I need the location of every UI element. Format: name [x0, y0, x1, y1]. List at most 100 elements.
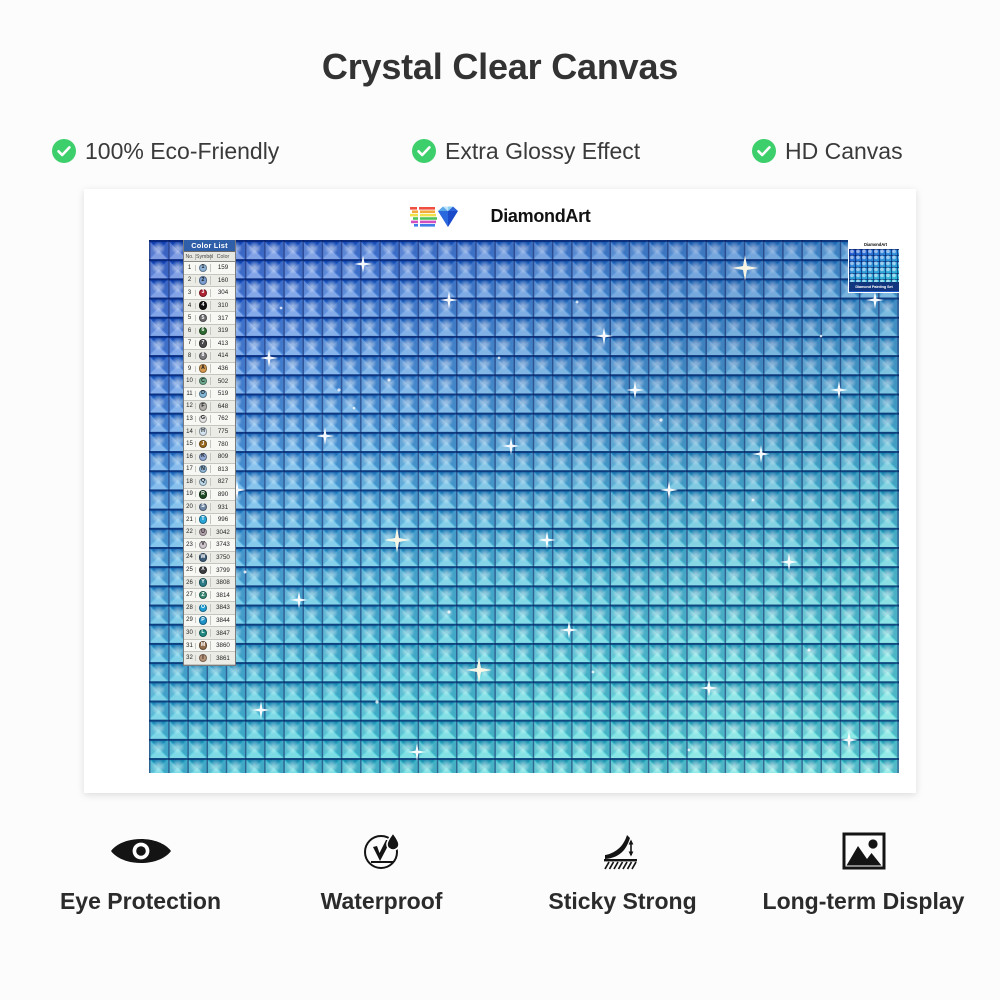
- bullet-glossy-effect: Extra Glossy Effect: [412, 138, 752, 165]
- color-row-symbol: F: [196, 402, 211, 411]
- feature-label: Waterproof: [320, 888, 443, 914]
- bullet-label: Extra Glossy Effect: [445, 137, 641, 164]
- check-circle-icon: [752, 139, 776, 163]
- color-row-number: 15: [184, 441, 196, 448]
- color-row-number: 9: [184, 365, 196, 372]
- check-circle-icon: [52, 139, 76, 163]
- color-row-code: 502: [217, 377, 229, 385]
- color-row-number: 16: [184, 453, 196, 460]
- product-canvas-card: DiamondArt: [84, 189, 916, 793]
- color-list-title: Color List: [184, 240, 235, 252]
- color-list-header: No. Symbol Color: [184, 252, 235, 262]
- color-row-symbol: 3: [196, 288, 211, 298]
- color-list-row: 21 T 996: [184, 513, 235, 527]
- color-row-number: 28: [184, 604, 196, 611]
- color-list-row: 8 8 414: [184, 350, 235, 363]
- color-row-number: 31: [184, 642, 196, 649]
- image-icon: [841, 828, 887, 874]
- color-list-row: 20 S 931: [184, 501, 235, 514]
- color-row-number: 3: [184, 289, 196, 296]
- color-row-symbol: U: [196, 528, 211, 537]
- color-row-symbol: 1: [196, 263, 211, 272]
- color-row-symbol: O: [196, 603, 211, 613]
- color-list-row: 19 R 890: [184, 488, 235, 502]
- color-row-code: 413: [217, 339, 229, 347]
- color-list-row: 11 D 519: [184, 387, 235, 401]
- color-row-code: 3861: [216, 654, 230, 662]
- color-row-number: 23: [184, 541, 196, 548]
- color-row-number: 12: [184, 403, 196, 410]
- feature-icons-row: Eye Protection Waterproof: [20, 828, 984, 938]
- column-header-symbol: Symbol: [196, 253, 214, 260]
- color-row-code: 3808: [216, 579, 230, 587]
- feature-label: Long-term Display: [762, 888, 965, 914]
- color-row-code: 3750: [216, 553, 230, 561]
- color-list-row: 7 7 413: [184, 337, 235, 351]
- eye-icon: [109, 828, 173, 874]
- check-circle-icon: [412, 139, 436, 163]
- color-row-number: 18: [184, 478, 196, 485]
- color-row-number: 7: [184, 340, 196, 347]
- color-row-code: 996: [217, 516, 229, 524]
- color-row-symbol: T: [196, 515, 211, 524]
- color-row-symbol: R: [196, 490, 211, 499]
- color-list-row: 13 G 762: [184, 413, 235, 426]
- diamond-logo-icon: [409, 203, 484, 229]
- color-row-code: 414: [217, 352, 229, 360]
- feature-long-term-display: Long-term Display: [743, 828, 984, 915]
- color-row-code: 319: [217, 327, 229, 335]
- color-row-symbol: V: [196, 540, 211, 550]
- color-row-number: 26: [184, 579, 196, 586]
- package-thumbnail: DiamondArt Diamond Painting Set: [848, 240, 899, 293]
- color-row-symbol: Q: [196, 477, 211, 487]
- color-row-number: 25: [184, 567, 196, 574]
- bullet-label: HD Canvas: [785, 137, 903, 164]
- color-row-number: 4: [184, 302, 196, 309]
- color-row-code: 317: [217, 314, 229, 322]
- diamond-painting-artwork: Color List No. Symbol Color 1 1 159 2 2 160 3 3…: [149, 240, 899, 773]
- color-row-number: 14: [184, 428, 196, 435]
- page-title: Crystal Clear Canvas: [321, 46, 679, 87]
- color-row-symbol: P: [196, 616, 211, 625]
- column-header-no: No.: [184, 253, 196, 260]
- waterproof-icon: [358, 828, 406, 874]
- color-list-row: 23 V 3743: [184, 539, 235, 552]
- color-row-number: 2: [184, 277, 196, 284]
- color-list-row: 22 U 3042: [184, 526, 235, 540]
- color-row-code: 304: [217, 289, 229, 297]
- color-row-symbol: 8: [196, 351, 211, 361]
- color-list-row: 25 X 3799: [184, 564, 235, 577]
- thumbnail-artwork: [849, 249, 899, 282]
- color-row-number: 24: [184, 554, 196, 561]
- color-list-row: 2 2 160: [184, 274, 235, 288]
- color-row-code: 3814: [216, 591, 230, 599]
- color-row-code: 3799: [216, 566, 230, 574]
- color-row-number: 10: [184, 378, 196, 385]
- color-row-code: 3843: [216, 604, 230, 612]
- bullet-hd-canvas: HD Canvas: [752, 138, 903, 165]
- color-row-symbol: I: [196, 654, 211, 663]
- color-row-number: 21: [184, 516, 196, 523]
- color-row-number: 1: [184, 264, 196, 271]
- feature-waterproof: Waterproof: [261, 828, 502, 915]
- color-row-code: 310: [217, 302, 229, 310]
- color-row-symbol: J: [196, 439, 211, 449]
- color-row-code: 3042: [216, 528, 230, 536]
- color-row-code: 3743: [216, 541, 230, 549]
- color-row-symbol: H: [196, 427, 211, 436]
- color-row-code: 3860: [216, 642, 230, 650]
- artwork-sparkles: [194, 255, 884, 761]
- color-list-row: 28 O 3843: [184, 602, 235, 615]
- color-list-row: 14 H 775: [184, 425, 235, 439]
- color-row-code: 3844: [216, 616, 230, 624]
- color-list-row: 31 M 3860: [184, 639, 235, 653]
- bullet-label: 100% Eco-Friendly: [85, 137, 280, 164]
- color-row-symbol: 2: [196, 276, 211, 285]
- color-list-row: 10 C 502: [184, 375, 235, 388]
- bullet-eco-friendly: 100% Eco-Friendly: [52, 138, 412, 165]
- color-row-code: 159: [217, 264, 229, 272]
- color-list-row: 1 1 159: [184, 262, 235, 275]
- feature-label: Sticky Strong: [548, 888, 697, 914]
- thumbnail-brand-bar: DiamondArt: [849, 240, 899, 255]
- column-header-color: Color: [216, 253, 230, 260]
